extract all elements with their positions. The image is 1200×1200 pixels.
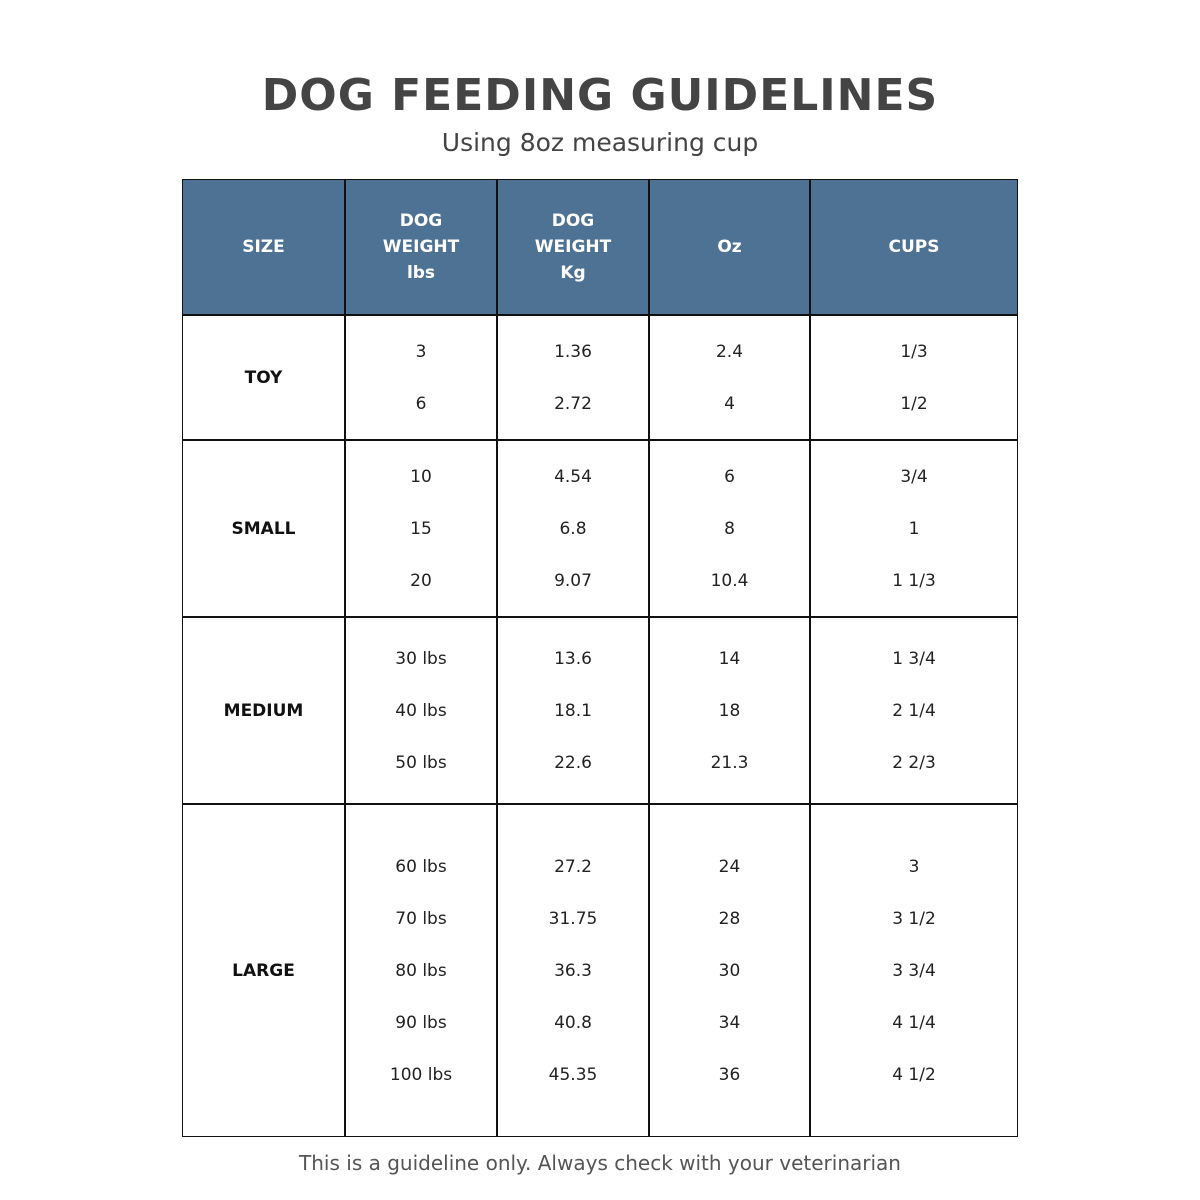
value-text: 14 bbox=[718, 648, 741, 669]
header-text: CUPS bbox=[888, 237, 940, 257]
value-cell: 1.36 2.72 bbox=[497, 315, 649, 440]
value-text: 6 bbox=[415, 393, 427, 414]
value-text: 90 lbs bbox=[395, 1012, 447, 1033]
value-text: 4 1/4 bbox=[892, 1012, 936, 1033]
size-cell: MEDIUM bbox=[182, 617, 345, 804]
value-cell: 1/3 1/2 bbox=[810, 315, 1018, 440]
header-cell: DOG WEIGHT Kg bbox=[497, 179, 649, 315]
value-text: 28 bbox=[718, 908, 741, 929]
value-text: 1 1/3 bbox=[892, 570, 936, 591]
value-text: 18 bbox=[718, 700, 741, 721]
value-cell: 13.6 18.1 22.6 bbox=[497, 617, 649, 804]
value-text: 80 lbs bbox=[395, 960, 447, 981]
value-text: 10 bbox=[410, 466, 432, 487]
value-text: 30 bbox=[718, 960, 741, 981]
value-text: 34 bbox=[718, 1012, 741, 1033]
value-cell: 10 15 20 bbox=[345, 440, 497, 617]
value-text: 40.8 bbox=[554, 1012, 592, 1033]
value-text: 2.72 bbox=[554, 393, 592, 414]
value-text: 50 lbs bbox=[395, 752, 447, 773]
header-cell: DOG WEIGHT lbs bbox=[345, 179, 497, 315]
value-text: 36 bbox=[718, 1064, 741, 1085]
header-text: lbs bbox=[406, 263, 436, 283]
header-text: Oz bbox=[717, 237, 742, 257]
value-text: 4.54 bbox=[554, 466, 592, 487]
value-text: 1.36 bbox=[554, 341, 592, 362]
value-cell: 4.54 6.8 9.07 bbox=[497, 440, 649, 617]
value-text: 40 lbs bbox=[395, 700, 447, 721]
value-cell: 24 28 30 34 36 bbox=[649, 804, 810, 1137]
value-cell: 30 lbs 40 lbs 50 lbs bbox=[345, 617, 497, 804]
value-text: 4 bbox=[724, 393, 735, 414]
header-text: WEIGHT bbox=[382, 237, 460, 257]
value-text: 70 lbs bbox=[395, 908, 447, 929]
value-text: 6 bbox=[724, 466, 735, 487]
value-text: 2 2/3 bbox=[892, 752, 936, 773]
value-text: 24 bbox=[718, 856, 741, 877]
size-cell: SMALL bbox=[182, 440, 345, 617]
value-text: 1 3/4 bbox=[892, 648, 936, 669]
value-text: 15 bbox=[410, 518, 432, 539]
header-text: SIZE bbox=[242, 237, 285, 257]
value-text: 27.2 bbox=[554, 856, 592, 877]
header-text: DOG bbox=[399, 211, 443, 231]
title: DOG FEEDING GUIDELINES bbox=[261, 70, 939, 121]
value-text: 3 3/4 bbox=[892, 960, 936, 981]
value-text: 60 lbs bbox=[395, 856, 447, 877]
value-text: 10.4 bbox=[710, 570, 749, 591]
header-text: Kg bbox=[560, 263, 586, 283]
footer-note: This is a guideline only. Always check w… bbox=[299, 1151, 901, 1175]
value-cell: 1 3/4 2 1/4 2 2/3 bbox=[810, 617, 1018, 804]
value-text: 22.6 bbox=[554, 752, 592, 773]
value-cell: 3/4 1 1 1/3 bbox=[810, 440, 1018, 617]
value-text: 3/4 bbox=[900, 466, 928, 487]
header-text: DOG bbox=[551, 211, 595, 231]
value-cell: 2.4 4 bbox=[649, 315, 810, 440]
value-text: 9.07 bbox=[554, 570, 592, 591]
value-text: 8 bbox=[724, 518, 735, 539]
value-text: 1/2 bbox=[900, 393, 928, 414]
value-text: 31.75 bbox=[548, 908, 598, 929]
header-cell: SIZE bbox=[182, 179, 345, 315]
value-text: 13.6 bbox=[554, 648, 592, 669]
value-text: 3 1/2 bbox=[892, 908, 936, 929]
value-text: 1/3 bbox=[900, 341, 928, 362]
header-cell: CUPS bbox=[810, 179, 1018, 315]
value-text: 6.8 bbox=[559, 518, 587, 539]
value-text: 3 bbox=[415, 341, 427, 362]
value-cell: 3 3 1/2 3 3/4 4 1/4 4 1/2 bbox=[810, 804, 1018, 1137]
size-cell: LARGE bbox=[182, 804, 345, 1137]
value-text: 100 lbs bbox=[389, 1064, 453, 1085]
value-cell: 6 8 10.4 bbox=[649, 440, 810, 617]
value-text: 36.3 bbox=[554, 960, 592, 981]
value-cell: 60 lbs 70 lbs 80 lbs 90 lbs 100 lbs bbox=[345, 804, 497, 1137]
value-text: 45.35 bbox=[548, 1064, 598, 1085]
value-text: 2 1/4 bbox=[892, 700, 936, 721]
value-cell: 27.2 31.75 36.3 40.8 45.35 bbox=[497, 804, 649, 1137]
header-text: WEIGHT bbox=[534, 237, 612, 257]
value-text: 1 bbox=[908, 518, 920, 539]
feeding-table: SIZE DOG WEIGHT lbs DOG WEIGHT Kg Oz CUPS TOY 3 6 1.… bbox=[182, 179, 1018, 1138]
header-cell: Oz bbox=[649, 179, 810, 315]
value-cell: 14 18 21.3 bbox=[649, 617, 810, 804]
subtitle: Using 8oz measuring cup bbox=[441, 128, 759, 157]
value-text: 2.4 bbox=[715, 341, 744, 362]
value-text: 3 bbox=[908, 856, 920, 877]
value-text: 21.3 bbox=[710, 752, 749, 773]
value-text: 20 bbox=[410, 570, 432, 591]
value-text: 18.1 bbox=[554, 700, 592, 721]
value-text: 30 lbs bbox=[395, 648, 447, 669]
value-text: 4 1/2 bbox=[892, 1064, 936, 1085]
size-cell: TOY bbox=[182, 315, 345, 440]
